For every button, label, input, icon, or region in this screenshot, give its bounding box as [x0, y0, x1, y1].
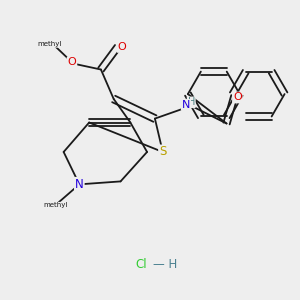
Text: N: N	[182, 100, 190, 110]
Text: methyl: methyl	[43, 202, 68, 208]
Text: N: N	[75, 178, 84, 191]
Text: — H: — H	[153, 258, 177, 271]
Text: O: O	[118, 42, 126, 52]
Text: O: O	[233, 92, 242, 103]
Text: methyl: methyl	[38, 41, 62, 47]
Text: H: H	[188, 97, 195, 107]
Text: S: S	[159, 146, 166, 158]
Text: Cl: Cl	[135, 258, 147, 271]
Text: O: O	[68, 58, 76, 68]
